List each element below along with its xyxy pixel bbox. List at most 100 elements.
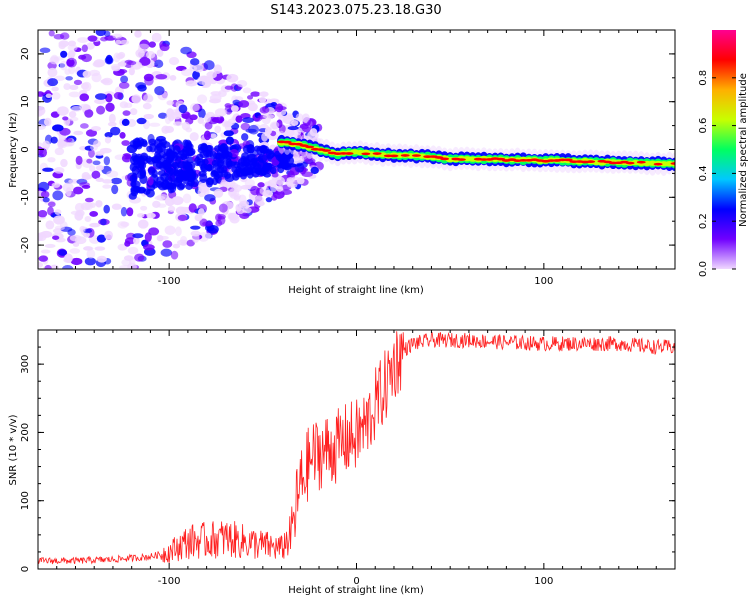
spectrogram-blob	[121, 140, 130, 146]
spectrogram-blob	[262, 189, 274, 198]
spectrogram-blob	[257, 182, 265, 188]
spectrogram-blob	[168, 57, 180, 66]
spectrogram-blob	[172, 145, 181, 155]
spectrogram-blob	[309, 128, 318, 137]
spectrogram-blob	[68, 111, 77, 118]
y-tick-label: 0	[20, 146, 31, 152]
spectrogram-blob	[238, 100, 250, 108]
spectrogram-blob	[264, 126, 272, 135]
y-tick-label: -10	[20, 189, 31, 205]
spectrogram-blob	[126, 60, 137, 66]
spectrogram-blob	[154, 59, 164, 69]
spectrogram-blob	[206, 71, 217, 79]
spectrogram-blob	[83, 231, 90, 238]
x-tick-label: 0	[353, 576, 359, 587]
spectrogram-blob	[181, 68, 193, 77]
spectrogram-blob	[188, 203, 197, 213]
spectrogram-blob	[154, 85, 165, 96]
spectrogram-blob	[164, 114, 172, 125]
spectrogram-marks	[38, 30, 675, 269]
spectrogram-blob	[190, 225, 201, 230]
spectrogram-blob	[147, 176, 154, 186]
spectrogram-blob	[60, 158, 68, 168]
spectrogram-blob	[84, 216, 92, 223]
spectrogram-blob	[86, 42, 95, 50]
spectrogram-ridge-segment	[361, 152, 371, 156]
spectrogram-blob	[189, 65, 198, 72]
spectrogram-blob	[58, 40, 70, 48]
spectrogram-blob	[143, 93, 154, 103]
snr-ticks: -100 0 100 0 100 200 300	[20, 329, 676, 587]
spectrogram-blob	[283, 164, 292, 171]
spectrogram-blob	[53, 33, 65, 40]
spectrogram-blob	[47, 67, 58, 78]
spectrogram-blob	[43, 117, 52, 127]
spectrogram-blob	[250, 185, 260, 196]
spectrogram-blob	[190, 58, 200, 66]
spectrogram-blob	[168, 167, 175, 175]
spectrogram-blob	[180, 153, 188, 161]
spectrogram-blob	[134, 30, 142, 38]
spectrogram-blob	[136, 117, 147, 125]
spectrogram-blob	[104, 230, 113, 240]
spectrogram-blob	[48, 30, 55, 37]
spectrogram-blob	[144, 232, 152, 242]
spectrogram-blob	[224, 85, 234, 90]
x-tick-label: -100	[158, 576, 181, 587]
spectrogram-blob	[171, 196, 184, 206]
spectrogram-blob	[119, 264, 132, 269]
spectrogram-ridge-segment	[400, 154, 410, 157]
spectrogram-blob	[96, 234, 107, 243]
spectrogram-blob	[149, 142, 157, 153]
spectrogram-blob	[227, 212, 234, 220]
spectrogram-blob	[51, 182, 61, 188]
spectrogram-blob	[194, 214, 203, 222]
spectrogram-blob	[206, 177, 215, 186]
spectrogram-blob	[274, 176, 286, 186]
spectrogram-blob	[208, 98, 221, 104]
spectrogram-blob	[75, 209, 85, 217]
spectrogram-blob	[170, 250, 179, 260]
spectrogram-blob	[49, 56, 60, 65]
spectrogram-blob	[148, 41, 156, 48]
spectrogram-blob	[186, 239, 195, 247]
spectrogram-blob	[139, 166, 146, 177]
spectrogram-blob	[38, 262, 44, 268]
spectrogram-blob	[146, 156, 156, 165]
spectrogram-blob	[156, 49, 164, 57]
snr-series-line	[38, 331, 675, 565]
spectrogram-blob	[50, 136, 58, 144]
spectrogram-blob	[111, 184, 119, 195]
spectrogram-blob	[194, 156, 201, 167]
spectrogram-blob	[103, 204, 110, 214]
colorbar-gradient	[712, 30, 736, 269]
spectrogram-blob	[88, 69, 101, 77]
spectrogram-blob	[287, 126, 299, 131]
spectrogram-blob	[73, 130, 84, 136]
spectrogram-blob	[156, 193, 169, 202]
y-tick-label: 0	[20, 566, 31, 572]
spectrogram-blob	[221, 120, 230, 128]
spectrogram-blob	[104, 132, 113, 138]
spectrogram-blob	[235, 115, 243, 123]
spectrogram-blob	[176, 171, 185, 180]
spectrogram-blob	[239, 212, 250, 219]
spectrogram-blob	[42, 140, 51, 150]
spectrogram-blob	[259, 106, 270, 114]
spectrogram-blob	[307, 119, 316, 127]
spectrogram-blob	[121, 258, 132, 266]
spectrogram-blob	[38, 106, 46, 116]
spectrogram-blob	[84, 257, 96, 266]
spectrogram-blob	[117, 61, 127, 67]
colorbar-label: Normalized spectral amplitude	[738, 73, 749, 227]
spectrogram-ridge-segment	[625, 161, 635, 165]
spectrogram-blob	[164, 225, 176, 235]
spectrogram-blob	[177, 182, 186, 190]
spectrogram-blob	[105, 93, 113, 103]
spectrogram-blob	[54, 75, 66, 82]
spectrogram-blob	[181, 111, 191, 119]
spectrogram-blob	[51, 86, 59, 92]
spectrogram-blob	[40, 249, 51, 254]
spectrogram-blob	[284, 113, 294, 120]
spectrogram-blob	[223, 130, 234, 137]
